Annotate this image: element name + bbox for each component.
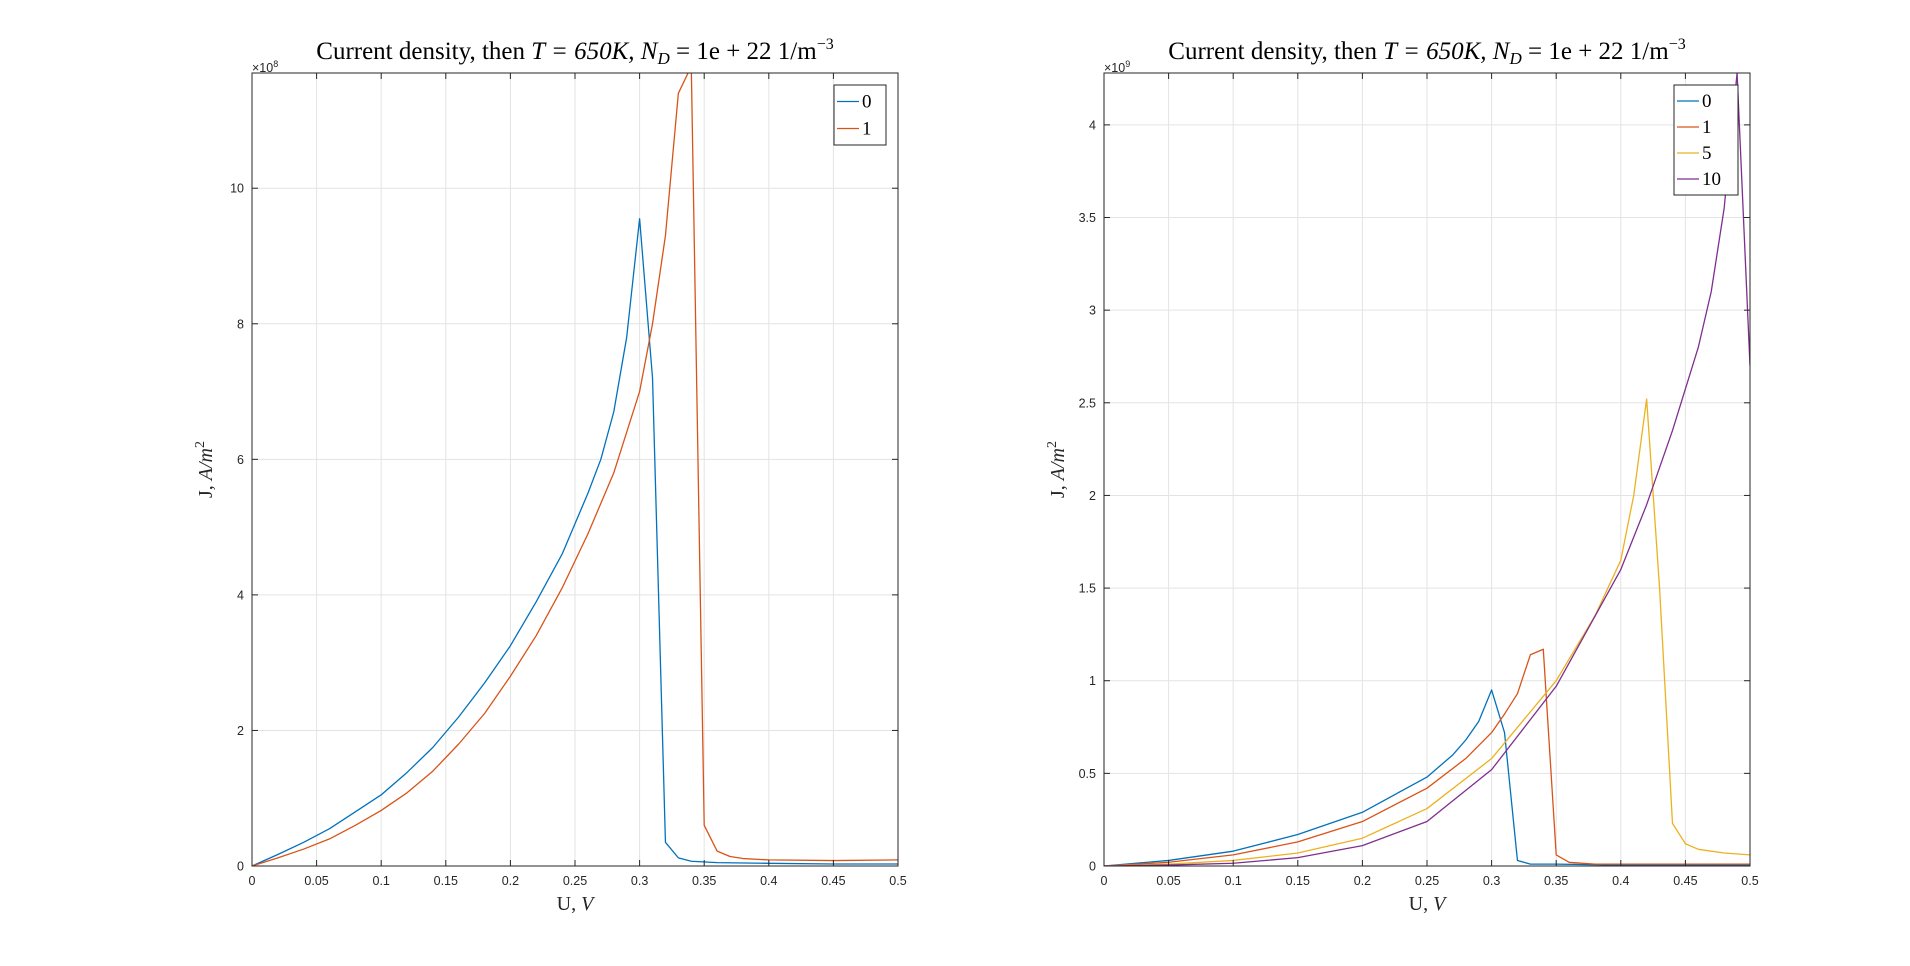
y-tick-label: 1.5 — [1079, 582, 1096, 596]
x-tick-label: 0 — [1101, 874, 1108, 888]
x-tick-label: 0.3 — [1483, 874, 1500, 888]
legend-label-10: 10 — [1702, 169, 1721, 190]
x-tick-label: 0.1 — [373, 874, 390, 888]
y-tick-label: 1 — [1089, 674, 1096, 688]
legend-box — [833, 84, 887, 146]
y-tick-label: 0 — [237, 860, 244, 874]
x-tick-label: 0.4 — [760, 874, 777, 888]
x-axis-label: U, V — [1409, 893, 1448, 915]
y-tick-label: 0.5 — [1079, 767, 1096, 781]
series-line-1 — [252, 73, 898, 866]
x-tick-label: 0.05 — [304, 874, 328, 888]
chart-title: Current density, then T = 650K, ND = 1e … — [1168, 36, 1685, 68]
y-tick-label: 2.5 — [1079, 396, 1096, 410]
legend-label-0: 0 — [862, 92, 872, 113]
y-axis-label: J, A/m2 — [193, 441, 217, 498]
series-line-5 — [1104, 398, 1750, 866]
y-tick-label: 8 — [237, 317, 244, 331]
x-tick-label: 0.45 — [821, 874, 845, 888]
x-tick-label: 0.25 — [1415, 874, 1439, 888]
legend-label-1: 1 — [1702, 117, 1712, 138]
x-tick-label: 0.45 — [1673, 874, 1697, 888]
legend-box — [1673, 84, 1739, 196]
y-tick-label: 4 — [1089, 118, 1096, 132]
x-tick-label: 0.2 — [502, 874, 519, 888]
y-tick-label: 2 — [237, 724, 244, 738]
y-tick-label: 4 — [237, 588, 244, 602]
y-tick-label: 3.5 — [1079, 211, 1096, 225]
x-tick-label: 0.2 — [1354, 874, 1371, 888]
x-tick-label: 0.35 — [1544, 874, 1568, 888]
chart-2: 0 0.05 0.1 0.15 0.2 0.25 0.3 0.35 0.4 0.45 0.5 0 0.5… — [1045, 36, 1759, 915]
series-line-10 — [1104, 73, 1750, 866]
x-tick-label: 0.05 — [1156, 874, 1180, 888]
x-tick-label: 0.4 — [1612, 874, 1629, 888]
x-tick-label: 0.3 — [631, 874, 648, 888]
x-tick-label: 0.5 — [1741, 874, 1758, 888]
y-tick-label: 3 — [1089, 304, 1096, 318]
x-tick-label: 0 — [249, 874, 256, 888]
x-axis-label: U, V — [557, 893, 596, 915]
chart-title: Current density, then T = 650K, ND = 1e … — [316, 36, 833, 68]
y-axis-label: J, A/m2 — [1045, 441, 1069, 498]
y-exponent-label: ×109 — [1104, 59, 1130, 75]
legend: 0 1 5 10 — [1673, 84, 1739, 196]
chart-1: 0 0.05 0.1 0.15 0.2 0.25 0.3 0.35 0.4 0.45 0.5 0 2 4 6… — [193, 36, 907, 915]
series-line-0 — [1104, 689, 1750, 866]
series-line-1 — [1104, 648, 1750, 866]
legend-label-5: 5 — [1702, 143, 1712, 164]
y-tick-label: 6 — [237, 453, 244, 467]
x-tick-label: 0.25 — [563, 874, 587, 888]
y-tick-label: 10 — [230, 182, 244, 196]
legend-label-0: 0 — [1702, 91, 1712, 112]
legend-label-1: 1 — [862, 119, 872, 140]
series-line-0 — [252, 218, 898, 866]
legend: 01 — [833, 84, 887, 146]
x-tick-label: 0.1 — [1225, 874, 1242, 888]
y-tick-label: 0 — [1089, 860, 1096, 874]
y-exponent-label: ×108 — [252, 59, 278, 75]
x-tick-label: 0.15 — [1286, 874, 1310, 888]
x-tick-label: 0.15 — [434, 874, 458, 888]
y-tick-label: 2 — [1089, 489, 1096, 503]
x-tick-label: 0.35 — [692, 874, 716, 888]
x-tick-label: 0.5 — [889, 874, 906, 888]
